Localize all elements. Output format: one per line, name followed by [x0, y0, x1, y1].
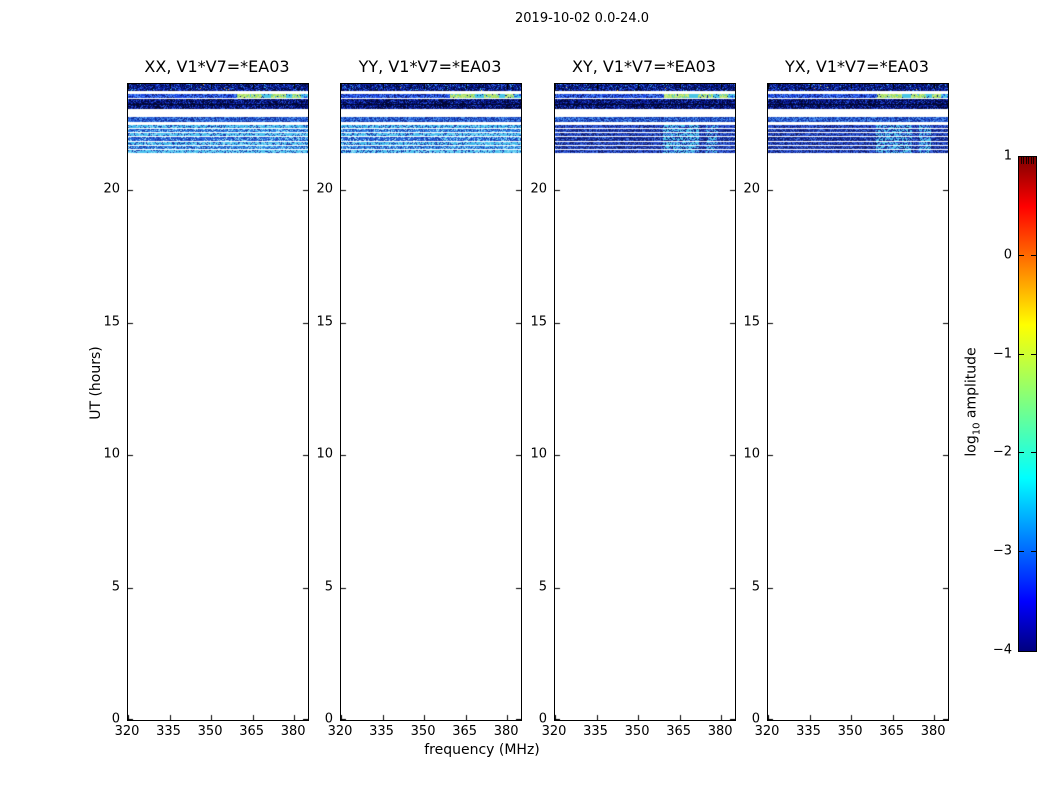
- x-tick-label: 320: [754, 724, 780, 739]
- subplot-axes-XY: [554, 83, 736, 721]
- figure-title: 2019-10-02 0.0-24.0: [515, 11, 649, 26]
- x-tick-label: 380: [920, 724, 946, 739]
- x-tick-label: 335: [796, 724, 821, 739]
- x-tick-label: 380: [280, 724, 306, 739]
- y-tick-label: 20: [103, 181, 120, 197]
- y-tick-label: 5: [111, 579, 120, 594]
- y-tick-label: 10: [103, 446, 120, 462]
- x-tick-label: 350: [624, 724, 650, 739]
- x-tick-label: 380: [707, 724, 733, 739]
- y-axis-label: UT (hours): [88, 346, 104, 420]
- y-tick-label: 10: [530, 446, 547, 462]
- y-tick-label: 0: [111, 711, 120, 727]
- subplot-title-YX: YX, V1*V7=*EA03: [785, 57, 929, 76]
- y-tick-label: 0: [538, 711, 547, 727]
- colorbar-label: log10 amplitude: [964, 347, 983, 456]
- subplot-title-YY: YY, V1*V7=*EA03: [358, 57, 502, 76]
- spectrogram-canvas-YX: [768, 84, 948, 720]
- x-tick-label: 365: [452, 724, 478, 739]
- y-tick-label: 10: [743, 446, 760, 462]
- y-tick-label: 15: [530, 314, 547, 329]
- spectrogram-canvas-XX: [128, 84, 308, 720]
- subplot-title-XX: XX, V1*V7=*EA03: [144, 57, 290, 76]
- y-tick-label: 5: [751, 579, 760, 594]
- colorbar-label-prefix: log: [963, 435, 980, 457]
- x-tick-label: 335: [369, 724, 394, 739]
- x-tick-label: 350: [197, 724, 223, 739]
- y-tick-label: 20: [316, 181, 333, 197]
- x-tick-label: 335: [156, 724, 181, 739]
- colorbar-label-subscript: 10: [971, 422, 983, 436]
- x-tick-label: 350: [410, 724, 436, 739]
- x-tick-label: 335: [583, 724, 608, 739]
- y-tick-label: 20: [743, 181, 760, 197]
- x-tick-label: 320: [541, 724, 567, 739]
- colorbar: [1018, 156, 1037, 652]
- y-tick-label: 15: [743, 314, 760, 329]
- subplot-axes-YY: [340, 83, 522, 721]
- y-tick-label: 20: [530, 181, 547, 197]
- x-tick-label: 320: [327, 724, 353, 739]
- subplot-title-XY: XY, V1*V7=*EA03: [572, 57, 716, 76]
- y-tick-label: 5: [538, 579, 547, 594]
- colorbar-label-suffix: amplitude: [963, 347, 980, 423]
- spectrogram-canvas-XY: [555, 84, 735, 720]
- x-tick-label: 365: [666, 724, 692, 739]
- x-tick-label: 380: [493, 724, 519, 739]
- x-tick-label: 320: [114, 724, 140, 739]
- y-tick-label: 0: [751, 711, 760, 727]
- spectrogram-canvas-YY: [341, 84, 521, 720]
- x-axis-label: frequency (MHz): [424, 742, 540, 758]
- x-tick-label: 365: [239, 724, 265, 739]
- y-tick-label: 10: [316, 446, 333, 462]
- y-tick-label: 15: [316, 314, 333, 329]
- y-tick-label: 0: [324, 711, 333, 727]
- x-tick-label: 365: [879, 724, 905, 739]
- y-tick-label: 15: [103, 314, 120, 329]
- y-tick-label: 5: [324, 579, 333, 594]
- subplot-axes-XX: [127, 83, 309, 721]
- x-tick-label: 350: [837, 724, 863, 739]
- subplot-axes-YX: [767, 83, 949, 721]
